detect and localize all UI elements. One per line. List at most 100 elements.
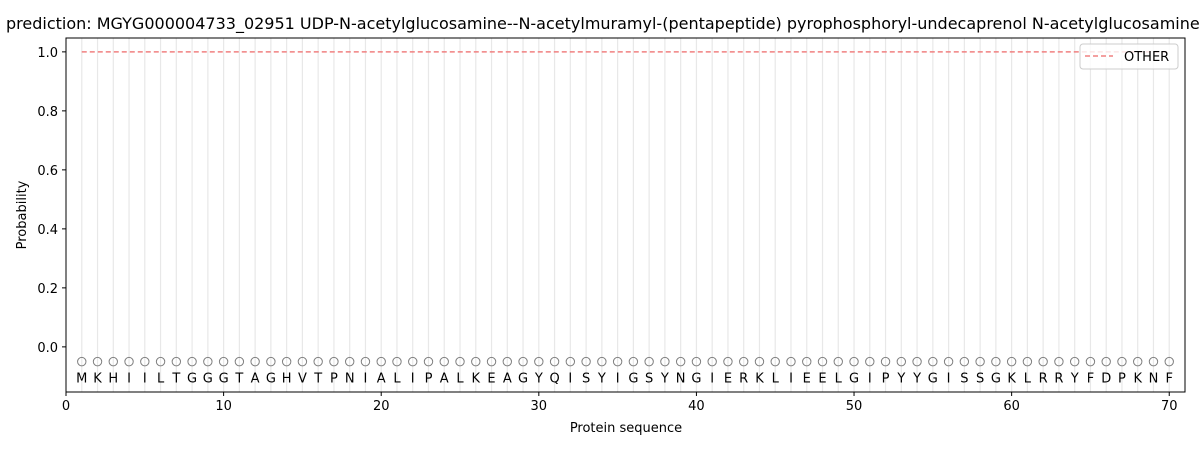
marker-point <box>597 356 607 367</box>
marker-point <box>691 356 702 367</box>
residue-label: S <box>582 372 590 387</box>
residue-label: L <box>456 372 464 387</box>
marker-point <box>77 356 87 367</box>
residue-label: Y <box>660 372 669 387</box>
residue-label: I <box>710 372 714 387</box>
residue-label: L <box>157 372 165 387</box>
residue-label: K <box>1133 372 1142 387</box>
plot-area-frame <box>65 37 1186 393</box>
residue-label: G <box>691 372 701 387</box>
y-tick-label: 0.4 <box>37 223 58 238</box>
legend: OTHER <box>1079 43 1179 70</box>
residue-label: L <box>393 372 401 387</box>
marker-point <box>628 356 639 367</box>
marker-point <box>313 356 323 367</box>
residue-label: R <box>739 372 748 387</box>
residue-label: G <box>203 372 213 387</box>
marker-point <box>833 356 843 367</box>
marker-point <box>723 356 733 367</box>
residue-label: P <box>1118 372 1126 387</box>
residue-label: G <box>518 372 528 387</box>
residue-label: L <box>835 372 843 387</box>
marker-point <box>880 356 891 367</box>
residue-label: P <box>425 372 433 387</box>
marker-point <box>707 356 717 367</box>
marker-point <box>1164 356 1174 367</box>
marker-point <box>376 356 386 367</box>
residue-label: F <box>1165 372 1172 387</box>
residue-label: E <box>818 372 826 387</box>
marker-point <box>502 356 512 367</box>
residue-label: H <box>108 372 118 387</box>
y-tick-label: 0.2 <box>37 282 58 297</box>
marker-point <box>644 356 654 367</box>
marker-point <box>1133 356 1143 367</box>
marker-point <box>739 356 749 367</box>
x-axis: 0 10 20 30 40 50 60 70 <box>62 392 1178 414</box>
residue-label: M <box>76 372 87 387</box>
residue-label: T <box>234 372 243 387</box>
x-tick-label: 30 <box>531 399 548 414</box>
legend-label-other: OTHER <box>1124 50 1169 65</box>
marker-point <box>865 356 875 367</box>
residue-label: V <box>298 372 307 387</box>
y-tick-label: 0.8 <box>37 105 58 120</box>
x-tick-label: 40 <box>688 399 705 414</box>
marker-point <box>581 356 591 367</box>
x-tick-label: 60 <box>1003 399 1020 414</box>
residue-label: Y <box>1070 372 1079 387</box>
residue-label: I <box>127 372 131 387</box>
marker-point <box>1022 356 1033 367</box>
residue-label: A <box>440 372 449 387</box>
marker-point <box>486 356 497 367</box>
marker-point <box>281 356 292 367</box>
y-tick-label: 0.6 <box>37 164 58 179</box>
residue-label: I <box>568 372 572 387</box>
residue-label: G <box>928 372 938 387</box>
marker-point <box>975 356 985 367</box>
marker-point <box>991 356 1001 367</box>
marker-point <box>155 356 166 367</box>
x-tick-label: 0 <box>62 399 70 414</box>
residue-label: N <box>676 372 686 387</box>
residue-label: N <box>345 372 355 387</box>
marker-point <box>423 356 434 367</box>
residue-label: E <box>724 372 732 387</box>
marker-point <box>203 356 213 367</box>
residue-label: R <box>1054 372 1063 387</box>
marker-point <box>1117 356 1127 367</box>
residue-label: K <box>93 372 102 387</box>
grid-lines <box>81 38 1170 392</box>
residue-label: G <box>849 372 859 387</box>
residue-label: N <box>1149 372 1159 387</box>
residue-label: I <box>868 372 872 387</box>
residue-label: L <box>772 372 780 387</box>
marker-point <box>660 356 670 367</box>
residue-label: G <box>219 372 229 387</box>
residue-label: K <box>1007 372 1016 387</box>
y-axis: 0.0 0.2 0.4 0.6 0.8 1.0 <box>37 46 66 356</box>
marker-point <box>849 356 859 367</box>
residue-label: I <box>411 372 415 387</box>
residue-label: P <box>882 372 890 387</box>
residue-label: E <box>803 372 811 387</box>
marker-point <box>912 356 922 367</box>
marker-point <box>471 356 481 367</box>
x-tick-label: 20 <box>373 399 390 414</box>
residue-label: G <box>266 372 276 387</box>
marker-point <box>250 356 260 367</box>
marker-point <box>896 356 907 367</box>
marker-point <box>439 356 449 367</box>
marker-point <box>360 356 371 367</box>
marker-point <box>754 356 765 367</box>
legend-box <box>1079 43 1179 70</box>
marker-point <box>928 356 938 367</box>
marker-point <box>187 356 197 367</box>
x-tick-label: 70 <box>1161 399 1178 414</box>
marker-point <box>297 356 308 367</box>
marker-point <box>392 356 402 367</box>
residue-label: D <box>1101 372 1111 387</box>
residue-label: A <box>251 372 260 387</box>
residue-label: T <box>171 372 180 387</box>
